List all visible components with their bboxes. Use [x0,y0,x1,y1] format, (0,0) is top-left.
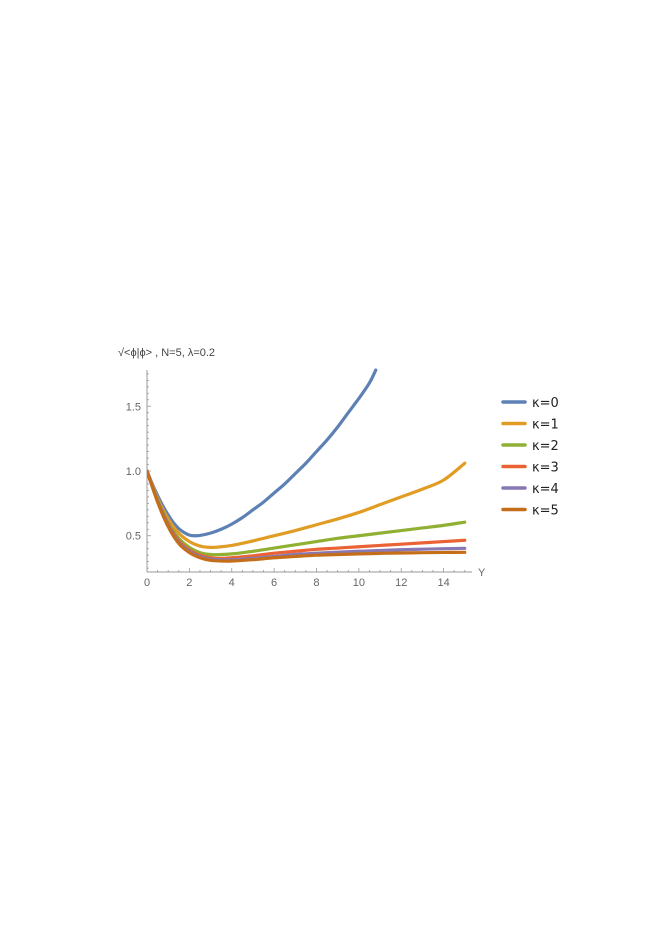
legend-label-5: κ=5 [532,504,559,519]
x-tick-label: 2 [186,577,192,589]
y-tick-label: 1.0 [126,466,141,478]
y-tick-label: 0.5 [126,531,141,543]
series-line-4 [147,469,467,562]
y-tick-label: 1.5 [126,401,141,413]
x-tick-label: 12 [395,577,407,589]
ticks: 0 2 4 6 8 10 12 14 0.5 1.0 1.5 [126,373,466,589]
series-line-5 [147,469,467,563]
legend-label-3: κ=3 [532,461,559,476]
legend-label-0: κ=0 [532,396,559,411]
x-tick-label: 4 [229,577,235,589]
legend-label-2: κ=2 [532,439,559,454]
series-line-0 [147,368,378,538]
x-tick-label: 14 [437,577,449,589]
x-tick-label: 8 [313,577,319,589]
chart-title: √<ϕ|ϕ> , N=5, λ=0.2 [118,347,215,359]
x-tick-label: 10 [353,577,365,589]
legend-label-4: κ=4 [532,482,559,497]
x-tick-label: 6 [271,577,277,589]
x-tick-label: 0 [144,577,150,589]
legend-label-1: κ=1 [532,418,559,433]
series-lines [147,368,467,563]
legend: κ=0 κ=1 κ=2 κ=3 κ=4 κ=5 [501,396,559,519]
series-line-1 [147,461,467,550]
x-axis-label: Y [478,567,486,579]
series-line-2 [147,469,467,557]
